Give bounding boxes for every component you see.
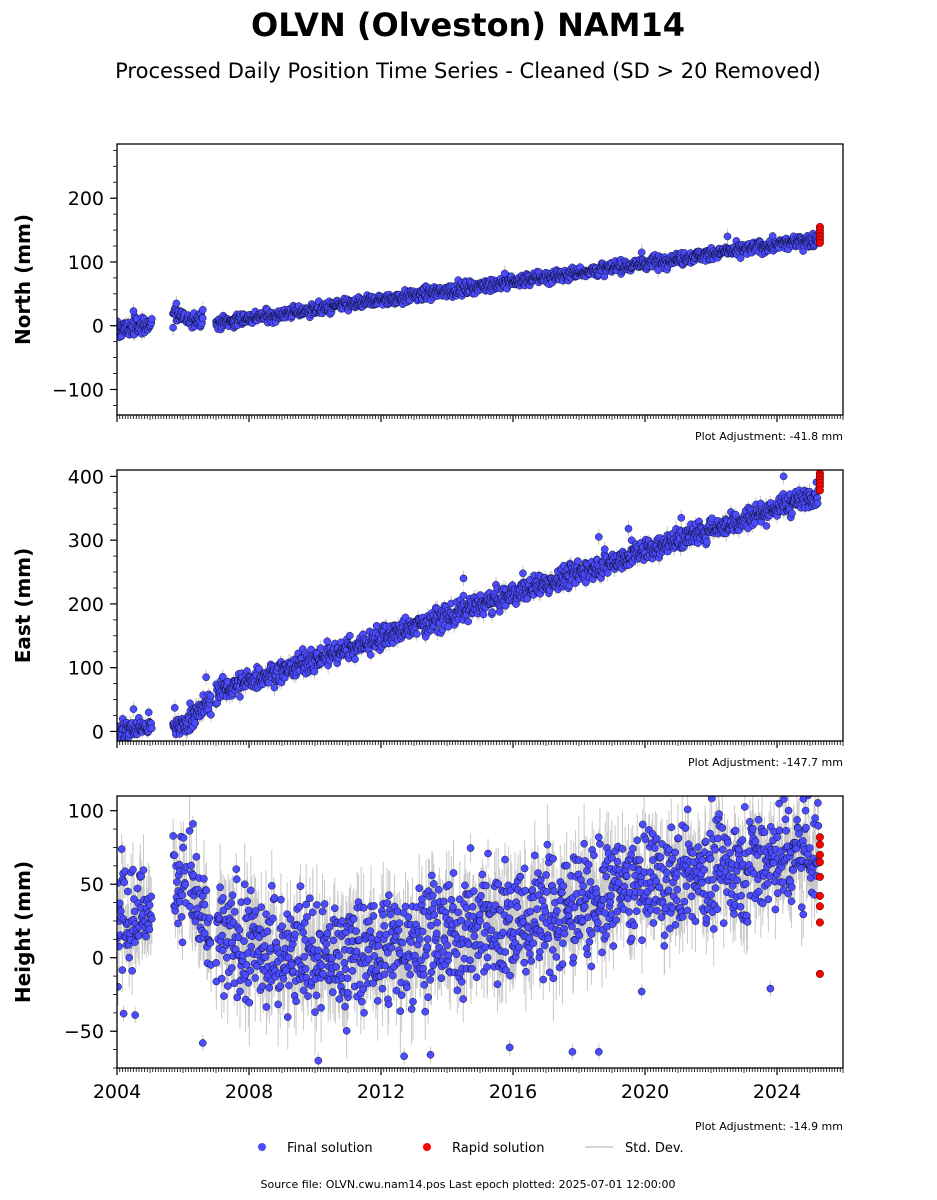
final-points <box>117 472 823 741</box>
final-points <box>117 229 823 341</box>
x-axis <box>116 415 844 422</box>
final-point <box>147 315 156 323</box>
plot-area <box>117 470 824 741</box>
final-point <box>129 307 138 315</box>
final-point <box>198 305 207 314</box>
y-tick-label: 0 <box>92 316 104 338</box>
y-tick-label: 100 <box>68 252 104 274</box>
final-point <box>147 724 156 733</box>
figure-title: OLVN (Olveston) NAM14 <box>251 6 685 44</box>
final-point <box>654 266 663 275</box>
final-point <box>270 683 279 692</box>
rapid-point <box>815 238 824 247</box>
final-point <box>198 314 207 322</box>
y-tick-label: 200 <box>68 188 104 210</box>
final-point <box>500 269 509 278</box>
figure-subtitle: Processed Daily Position Time Series - C… <box>115 59 821 83</box>
final-point <box>637 248 646 257</box>
y-axis-label: North (mm) <box>11 214 35 345</box>
final-point <box>310 667 319 676</box>
final-point <box>207 711 215 719</box>
plot-adjustment-note: Plot Adjustment: -41.8 mm <box>695 430 843 443</box>
plot-area <box>117 222 824 342</box>
final-point <box>723 232 732 241</box>
final-point <box>169 323 177 332</box>
y-axis: −100 0 100 200 <box>52 149 117 406</box>
panels: −100 0 100 200 North (mm) Plot Adjustment: -4… <box>11 143 844 1133</box>
final-point <box>255 664 263 673</box>
final-point <box>191 719 199 727</box>
final-point <box>144 708 153 717</box>
panel-0: −100 0 100 200 North (mm) Plot Adjustment: -4… <box>11 143 844 443</box>
final-point <box>218 672 227 681</box>
final-point <box>736 254 745 262</box>
rapid-points <box>815 222 824 247</box>
final-point <box>236 693 244 701</box>
final-point <box>172 299 181 308</box>
y-tick-label: −100 <box>52 379 104 401</box>
final-point <box>206 692 215 700</box>
